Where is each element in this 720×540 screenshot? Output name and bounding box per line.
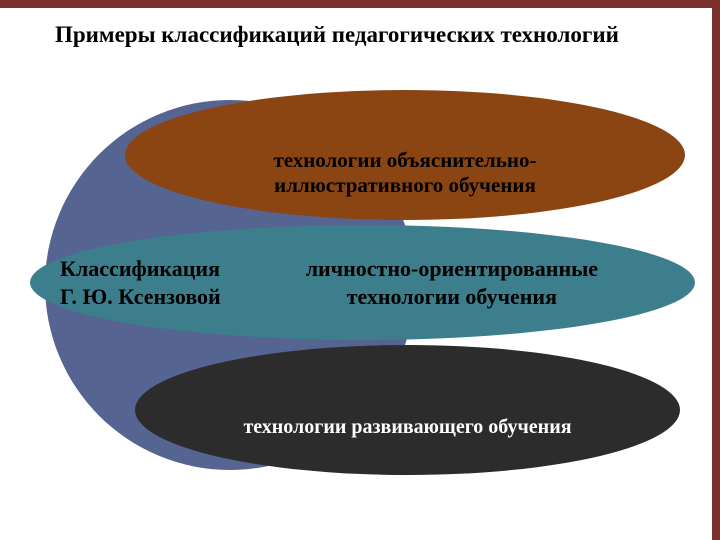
oval-3-text: технологии развивающего обучения [243, 416, 571, 439]
oval-technology-1: технологии объяснительно- иллюстративног… [125, 90, 685, 220]
oval-1-text-content: технологии объяснительно- иллюстративног… [273, 148, 536, 197]
oval-2-main-text: личностно-ориентированные технологии обу… [229, 255, 675, 310]
classification-author: Классификация Г. Ю. Ксензовой [60, 255, 221, 310]
oval-technology-2: Классификация Г. Ю. Ксензовой личностно-… [30, 225, 695, 340]
oval-1-text: технологии объяснительно- иллюстративног… [273, 148, 536, 198]
oval2-main-line1: личностно-ориентированные [306, 256, 598, 281]
oval2-main-line2: технологии обучения [347, 284, 557, 309]
class-label-line2: Г. Ю. Ксензовой [60, 284, 221, 309]
slide-border-top [0, 0, 720, 8]
slide-title: Примеры классификаций педагогических тех… [55, 22, 690, 48]
oval-2-content: Классификация Г. Ю. Ксензовой личностно-… [30, 255, 695, 310]
slide-border-right [712, 0, 720, 540]
oval-technology-3: технологии развивающего обучения [135, 345, 680, 475]
class-label-line1: Классификация [60, 256, 220, 281]
